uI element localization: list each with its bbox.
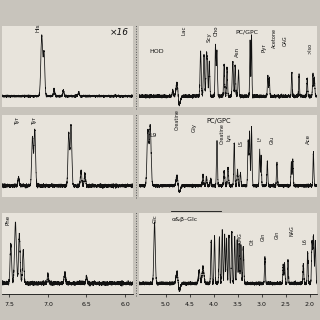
Text: HOD: HOD (150, 49, 164, 54)
Text: Cit: Cit (250, 239, 254, 245)
Text: NAG: NAG (289, 225, 294, 236)
Text: Acetone: Acetone (272, 28, 277, 48)
Text: Tyr: Tyr (15, 117, 20, 125)
Text: Lys: Lys (226, 134, 231, 141)
Text: Gln: Gln (261, 233, 266, 241)
Text: Asn: Asn (235, 46, 240, 57)
Text: DMG: DMG (237, 232, 242, 244)
Text: L*: L* (258, 136, 262, 141)
Text: Ace: Ace (306, 134, 311, 144)
Text: Gly: Gly (192, 123, 197, 132)
Text: OAG: OAG (282, 36, 287, 46)
Text: Creatine: Creatine (175, 109, 180, 130)
Text: PC/GPC: PC/GPC (207, 118, 231, 124)
Text: PC/GPC: PC/GPC (235, 30, 258, 35)
Text: Cho: Cho (214, 26, 219, 36)
Text: Pyr: Pyr (261, 43, 266, 52)
Text: Glu: Glu (270, 135, 275, 144)
Text: α&β–Glc: α&β–Glc (171, 217, 197, 222)
Text: Phe: Phe (6, 215, 11, 225)
Text: >Iso: >Iso (307, 43, 312, 54)
Text: L9: L9 (149, 133, 156, 138)
Text: Creatine: Creatine (219, 123, 224, 144)
Text: Gln: Gln (275, 231, 280, 239)
Text: L6: L6 (303, 238, 308, 244)
Text: ×16: ×16 (110, 28, 129, 37)
Text: Glc: Glc (153, 214, 158, 223)
Text: Scy: Scy (207, 32, 212, 42)
Text: LS: LS (239, 140, 244, 146)
Text: His: His (36, 24, 41, 32)
Text: Tyr: Tyr (32, 117, 37, 125)
Text: Lac: Lac (182, 26, 187, 36)
